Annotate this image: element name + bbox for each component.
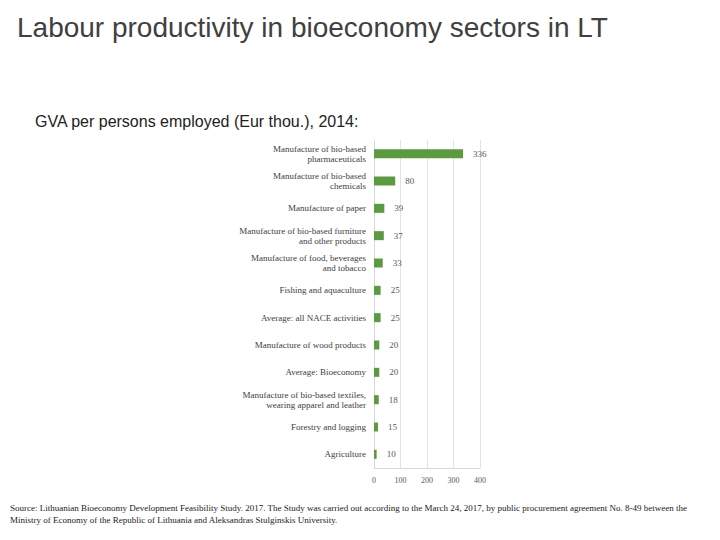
svg-text:400: 400: [474, 476, 486, 485]
svg-text:10: 10: [387, 449, 397, 459]
svg-text:15: 15: [388, 422, 398, 432]
svg-text:Ministry of Economy of the Rep: Ministry of Economy of the Republic of L…: [10, 515, 337, 525]
svg-text:Labour productivity in bioecon: Labour productivity in bioeconomy sector…: [17, 12, 608, 43]
svg-text:Average: all NACE activities: Average: all NACE activities: [261, 313, 367, 323]
svg-text:Agriculture: Agriculture: [325, 449, 366, 459]
svg-text:Manufacture of bio-based texti: Manufacture of bio-based textiles,: [243, 390, 366, 400]
svg-text:33: 33: [393, 258, 403, 268]
svg-text:300: 300: [448, 476, 460, 485]
svg-text:and tobacco: and tobacco: [323, 263, 367, 273]
svg-text:80: 80: [405, 176, 415, 186]
svg-text:100: 100: [395, 476, 407, 485]
svg-text:0: 0: [372, 476, 376, 485]
svg-text:18: 18: [389, 395, 399, 405]
svg-text:39: 39: [394, 203, 404, 213]
svg-text:Fishing and aquaculture: Fishing and aquaculture: [280, 285, 366, 295]
svg-text:Manufacture of wood products: Manufacture of wood products: [255, 340, 367, 350]
svg-text:37: 37: [394, 231, 404, 241]
svg-text:Manufacture of food, beverages: Manufacture of food, beverages: [251, 253, 366, 263]
svg-text:20: 20: [389, 340, 399, 350]
svg-text:and other products: and other products: [299, 236, 366, 246]
svg-text:25: 25: [391, 285, 401, 295]
svg-text:wearing apparel and leather: wearing apparel and leather: [266, 400, 366, 410]
svg-text:pharmaceuticals: pharmaceuticals: [308, 154, 367, 164]
svg-text:25: 25: [391, 313, 401, 323]
svg-text:336: 336: [473, 149, 487, 159]
svg-text:Manufacture of bio-based: Manufacture of bio-based: [273, 144, 366, 154]
svg-text:Forestry and logging: Forestry and logging: [291, 422, 366, 432]
svg-text:GVA per persons employed (Eur: GVA per persons employed (Eur thou.), 20…: [35, 113, 358, 130]
svg-text:200: 200: [421, 476, 433, 485]
svg-text:20: 20: [389, 367, 399, 377]
svg-text:Source: Lithuanian Bioeconomy: Source: Lithuanian Bioeconomy Developmen…: [10, 503, 689, 513]
svg-text:Average: Bioeconomy: Average: Bioeconomy: [285, 367, 366, 377]
svg-text:Manufacture of paper: Manufacture of paper: [288, 203, 366, 213]
svg-text:Manufacture of bio-based furni: Manufacture of bio-based furniture: [239, 226, 366, 236]
svg-text:chemicals: chemicals: [330, 181, 366, 191]
svg-text:Manufacture of bio-based: Manufacture of bio-based: [273, 171, 366, 181]
